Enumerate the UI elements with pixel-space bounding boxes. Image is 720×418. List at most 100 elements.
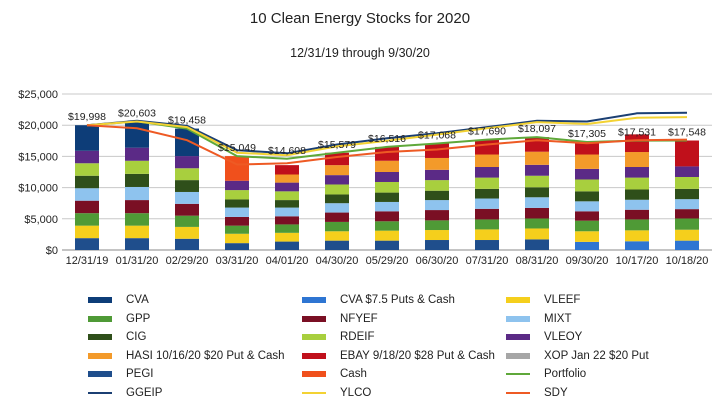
bar-segment xyxy=(675,199,699,210)
series-line xyxy=(86,116,688,157)
legend-item: Cash xyxy=(302,366,367,382)
bar-segment xyxy=(425,169,449,181)
legend-item: PEGI xyxy=(88,366,153,382)
bar-segment xyxy=(375,160,399,172)
data-label: $19,458 xyxy=(168,115,206,127)
legend-item: CIG xyxy=(88,329,146,345)
bar-segment xyxy=(275,216,299,225)
bar-segment xyxy=(325,175,349,185)
legend-swatch xyxy=(88,315,112,322)
legend-swatch xyxy=(506,297,530,303)
data-label: $17,548 xyxy=(668,127,706,139)
bar-segment xyxy=(175,203,199,216)
legend-item: EBAY 9/18/20 $28 Put & Cash xyxy=(302,348,495,364)
bar-segment xyxy=(525,175,549,188)
bar-segment xyxy=(75,163,99,176)
bar-segment xyxy=(225,225,249,234)
legend-swatch xyxy=(302,315,326,322)
bar-segment xyxy=(225,243,249,250)
data-label: $20,603 xyxy=(118,107,156,119)
data-label: $15,049 xyxy=(218,142,256,154)
bar-segment xyxy=(375,211,399,222)
bar-segment xyxy=(325,203,349,213)
bar-segment xyxy=(325,231,349,241)
x-tick-label: 02/29/20 xyxy=(166,255,209,267)
bar-segment xyxy=(75,175,99,189)
bar-segment xyxy=(625,230,649,242)
legend-label: Cash xyxy=(340,368,367,380)
y-tick-label: $0 xyxy=(46,245,58,257)
bar-segment xyxy=(525,218,549,229)
bar-segment xyxy=(425,157,449,170)
x-tick-label: 03/31/20 xyxy=(216,255,259,267)
bar-segment xyxy=(475,219,499,230)
bar-segment xyxy=(225,180,249,191)
data-label: $19,998 xyxy=(68,111,106,123)
bar-segment xyxy=(275,182,299,192)
legend-label: MIXT xyxy=(544,312,572,325)
series-line xyxy=(86,120,688,160)
bar-segment xyxy=(225,207,249,217)
bar-segment xyxy=(425,200,449,211)
legend-item: HASI 10/16/20 $20 Put & Cash xyxy=(88,348,285,364)
bar-segment xyxy=(625,152,649,168)
legend-label: CVA xyxy=(126,294,149,306)
x-tick-label: 08/31/20 xyxy=(516,255,559,267)
legend-label: PEGI xyxy=(126,368,154,380)
bar-segment xyxy=(275,224,299,233)
bar-segment xyxy=(525,228,549,240)
bar-segment xyxy=(425,240,449,250)
legend-label: VLEEF xyxy=(544,294,581,306)
bar-segment xyxy=(675,218,699,230)
bar-segment xyxy=(125,121,149,148)
legend-label: GGEIP xyxy=(126,386,163,399)
bar-segment xyxy=(375,146,399,161)
x-tick-label: 04/30/20 xyxy=(316,255,359,267)
bar-segment xyxy=(225,190,249,200)
legend-swatch xyxy=(506,373,530,375)
bar-segment xyxy=(625,167,649,178)
bar-segment xyxy=(675,240,699,250)
y-tick-label: $10,000 xyxy=(18,183,58,195)
x-tick-label: 06/30/20 xyxy=(416,255,459,267)
bar-segment xyxy=(425,230,449,241)
x-tick-label: 04/01/20 xyxy=(266,255,309,267)
bar-segment xyxy=(675,176,699,189)
legend-swatch xyxy=(88,297,112,303)
legend-swatch xyxy=(506,391,530,394)
bar-segment xyxy=(325,184,349,195)
legend-swatch xyxy=(88,334,112,340)
bar-segment xyxy=(575,241,599,250)
bar-segment xyxy=(175,238,199,250)
bar-segment xyxy=(575,154,599,169)
bar-segment xyxy=(125,147,149,161)
series-line xyxy=(86,111,688,155)
legend-item: GGEIP xyxy=(88,385,162,401)
data-label: $18,097 xyxy=(518,123,556,135)
legend-item: CVA xyxy=(88,292,149,308)
bar-segment xyxy=(425,180,449,191)
bar-segment xyxy=(375,221,399,231)
legend-label: XOP Jan 22 $20 Put xyxy=(544,349,649,362)
legend-swatch xyxy=(506,334,530,340)
legend-label: HASI 10/16/20 $20 Put & Cash xyxy=(126,349,285,362)
legend-item: RDEIF xyxy=(302,329,375,345)
bar-segment xyxy=(325,212,349,222)
bar-segment xyxy=(325,165,349,176)
bar-segment xyxy=(475,208,499,220)
legend-item: VLEOY xyxy=(506,329,582,345)
data-label: $16,516 xyxy=(368,133,406,145)
bar-segment xyxy=(275,191,299,201)
bar-segment xyxy=(275,165,299,175)
bar-segment xyxy=(225,233,249,244)
bar-segment xyxy=(375,230,399,241)
bar-segment xyxy=(75,188,99,201)
legend-swatch xyxy=(88,371,112,377)
bar-segment xyxy=(625,241,649,250)
bar-segment xyxy=(325,221,349,232)
legend-label: CIG xyxy=(126,331,147,343)
bar-segment xyxy=(625,189,649,200)
y-tick-label: $15,000 xyxy=(18,151,58,163)
bar-segment xyxy=(75,125,99,151)
